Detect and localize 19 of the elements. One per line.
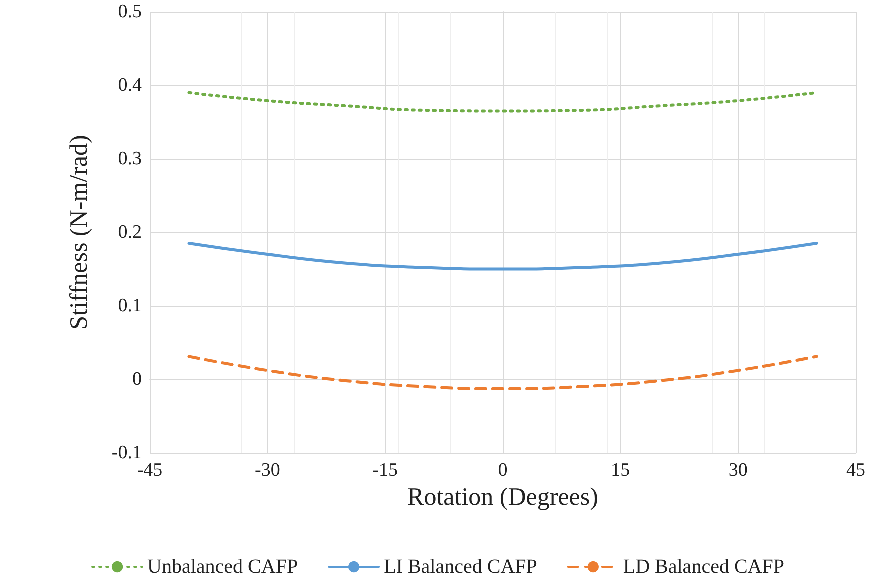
y-tick-label: 0 xyxy=(132,369,142,390)
legend-label: LD Balanced CAFP xyxy=(623,556,784,578)
x-tick-label: 0 xyxy=(498,460,508,481)
x-tick-label: -15 xyxy=(372,460,398,481)
line-series xyxy=(188,355,818,391)
legend-label: Unbalanced CAFP xyxy=(148,556,298,578)
y-tick-label: 0.1 xyxy=(118,296,142,316)
y-tick-label: 0.2 xyxy=(118,222,142,243)
y-tick-label: 0.3 xyxy=(118,148,142,170)
x-tick-label: 30 xyxy=(728,460,748,481)
x-tick-label: 15 xyxy=(611,460,630,481)
y-tick-label: 0.4 xyxy=(118,75,142,96)
line-series xyxy=(188,242,818,271)
y-tick-label: 0.5 xyxy=(118,2,142,22)
x-tick-label: -30 xyxy=(255,460,280,481)
y-axis-title: Stiffness (N-m/rad) xyxy=(66,135,93,330)
legend-label: LI Balanced CAFP xyxy=(384,556,538,578)
x-axis-title: Rotation (Degrees) xyxy=(408,484,598,511)
x-tick-label: 45 xyxy=(846,460,866,481)
